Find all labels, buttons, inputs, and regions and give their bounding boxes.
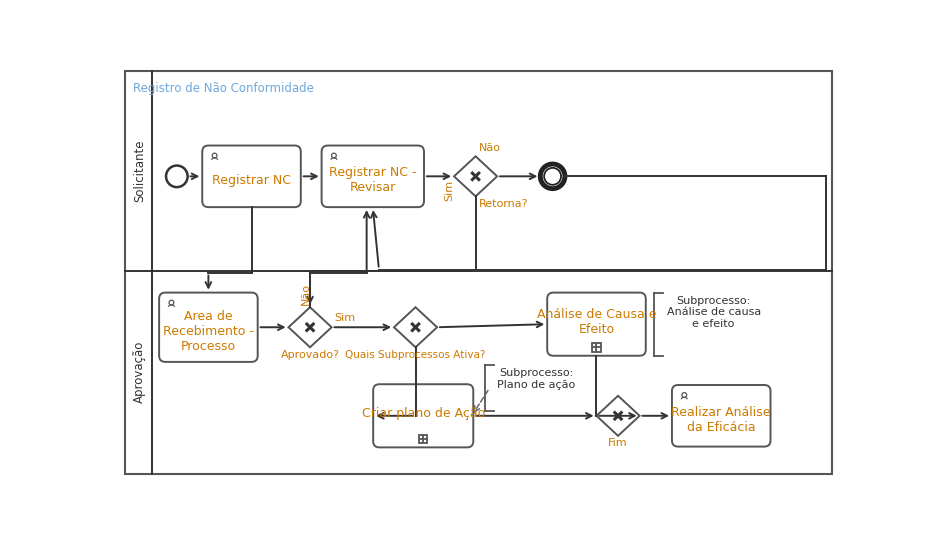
Text: Não: Não (479, 143, 501, 153)
Text: Sim: Sim (334, 313, 355, 323)
Polygon shape (394, 307, 437, 347)
Text: Area de
Recebimento -
Processo: Area de Recebimento - Processo (163, 309, 254, 353)
Circle shape (166, 165, 188, 187)
Bar (592, 343, 601, 351)
Text: Registrar NC -
Revisar: Registrar NC - Revisar (329, 166, 417, 194)
Circle shape (169, 300, 174, 305)
FancyBboxPatch shape (547, 293, 645, 356)
Text: Quais Subprocessos Ativa?: Quais Subprocessos Ativa? (346, 350, 486, 360)
FancyBboxPatch shape (203, 146, 301, 207)
Text: Criar plano de Ação: Criar plano de Ação (361, 407, 485, 420)
Polygon shape (289, 307, 332, 347)
Text: Sim: Sim (445, 180, 455, 201)
FancyBboxPatch shape (672, 385, 771, 447)
Text: Aprovado?: Aprovado? (280, 350, 340, 360)
Text: Registro de Não Conformidade: Registro de Não Conformidade (133, 81, 314, 95)
Text: Subprocesso:
Plano de ação: Subprocesso: Plano de ação (497, 368, 575, 390)
FancyBboxPatch shape (159, 293, 258, 362)
FancyBboxPatch shape (374, 384, 474, 447)
FancyBboxPatch shape (321, 146, 424, 207)
Text: Realizar Análise
da Eficácia: Realizar Análise da Eficácia (672, 406, 771, 434)
Circle shape (545, 168, 561, 185)
Bar (419, 434, 428, 443)
Text: Registrar NC: Registrar NC (212, 174, 291, 186)
Circle shape (540, 164, 565, 189)
Text: Não: Não (301, 283, 311, 305)
Text: Solicitante: Solicitante (133, 140, 146, 202)
Text: Fim: Fim (608, 438, 628, 448)
Text: Subprocesso:
Análise de causa
e efeito: Subprocesso: Análise de causa e efeito (667, 296, 761, 329)
Text: Retorna?: Retorna? (479, 199, 528, 209)
Polygon shape (597, 396, 640, 436)
Polygon shape (454, 156, 497, 196)
Text: Aprovação: Aprovação (133, 341, 146, 404)
Text: Análise de Causa e
Efeito: Análise de Causa e Efeito (537, 308, 657, 336)
Circle shape (682, 392, 686, 397)
Circle shape (332, 153, 336, 158)
Circle shape (212, 153, 217, 158)
